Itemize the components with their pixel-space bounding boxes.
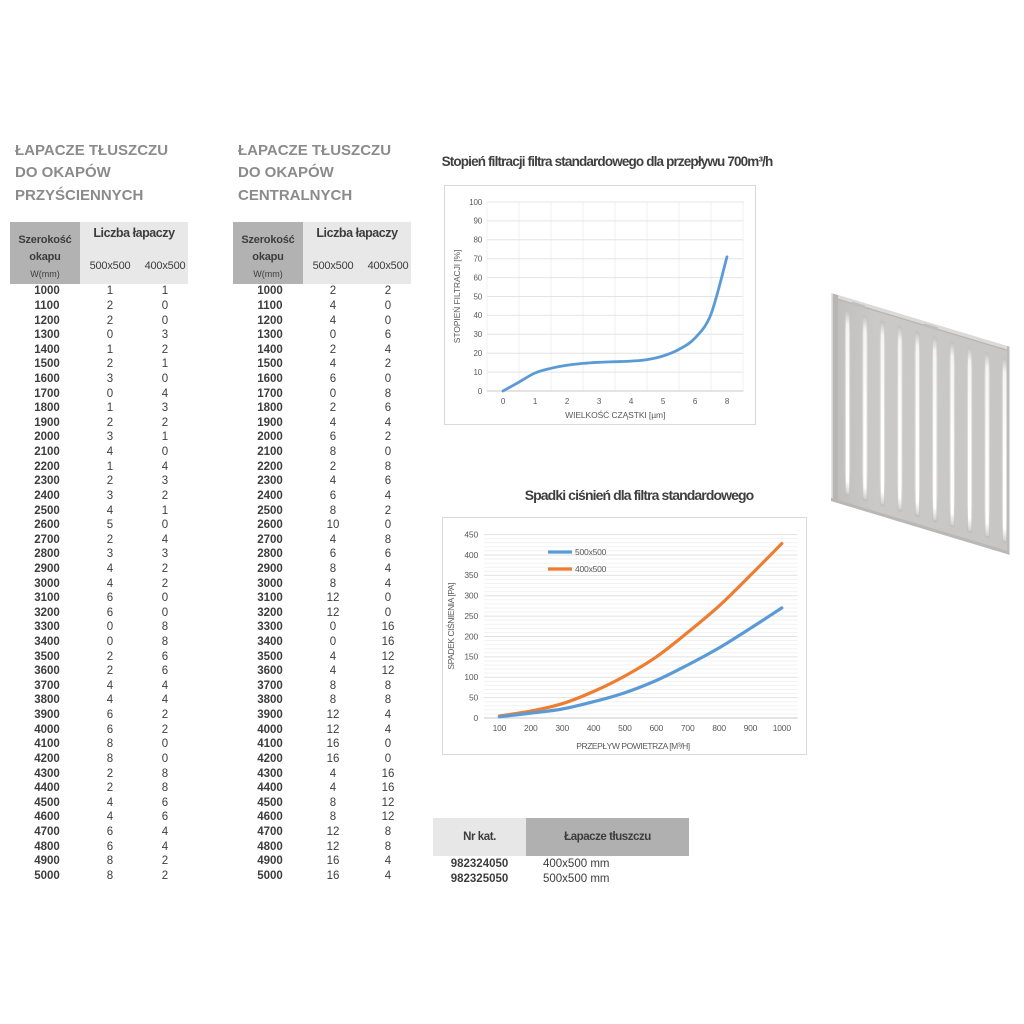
svg-text:100: 100 [464,672,478,682]
svg-text:200: 200 [524,723,538,733]
svg-text:2: 2 [565,397,570,406]
svg-text:0: 0 [478,387,483,396]
svg-text:600: 600 [650,723,664,733]
svg-text:250: 250 [464,611,478,621]
svg-text:700: 700 [681,723,695,733]
svg-text:300: 300 [555,723,569,733]
svg-text:500x500: 500x500 [575,547,607,557]
svg-text:80: 80 [474,236,483,245]
svg-text:900: 900 [744,723,758,733]
svg-text:30: 30 [474,330,483,339]
svg-text:3: 3 [597,397,602,406]
svg-text:90: 90 [474,217,483,226]
svg-text:50: 50 [474,292,483,301]
svg-text:400: 400 [587,723,601,733]
svg-text:20: 20 [474,349,483,358]
svg-text:50: 50 [469,692,479,702]
svg-text:10: 10 [474,368,483,377]
svg-text:STOPIEŃ FILTRACJI [%]: STOPIEŃ FILTRACJI [%] [452,250,462,343]
svg-text:40: 40 [474,311,483,320]
svg-text:4: 4 [629,397,634,406]
svg-text:1: 1 [533,397,538,406]
svg-text:400: 400 [464,550,478,560]
svg-text:WIELKOŚĆ CZĄSTKI [µm]: WIELKOŚĆ CZĄSTKI [µm] [565,409,665,420]
svg-text:6: 6 [693,397,698,406]
svg-text:150: 150 [464,652,478,662]
svg-text:100: 100 [493,723,507,733]
svg-text:400x500: 400x500 [575,564,607,574]
svg-text:0: 0 [473,713,478,723]
svg-text:PRZEPŁYW POWIETRZA [M³/H]: PRZEPŁYW POWIETRZA [M³/H] [576,741,690,751]
svg-text:70: 70 [474,255,483,264]
svg-text:200: 200 [464,631,478,641]
svg-text:5: 5 [661,397,666,406]
svg-text:350: 350 [464,570,478,580]
svg-text:450: 450 [464,529,478,539]
svg-text:60: 60 [474,273,483,282]
svg-text:8: 8 [725,397,730,406]
svg-text:800: 800 [712,723,726,733]
svg-text:100: 100 [469,198,482,207]
svg-text:300: 300 [464,591,478,601]
svg-text:500: 500 [618,723,632,733]
svg-text:SPADEK CIŚNIENIA [PA]: SPADEK CIŚNIENIA [PA] [445,583,456,670]
svg-text:0: 0 [501,397,506,406]
svg-text:1000: 1000 [773,723,792,733]
